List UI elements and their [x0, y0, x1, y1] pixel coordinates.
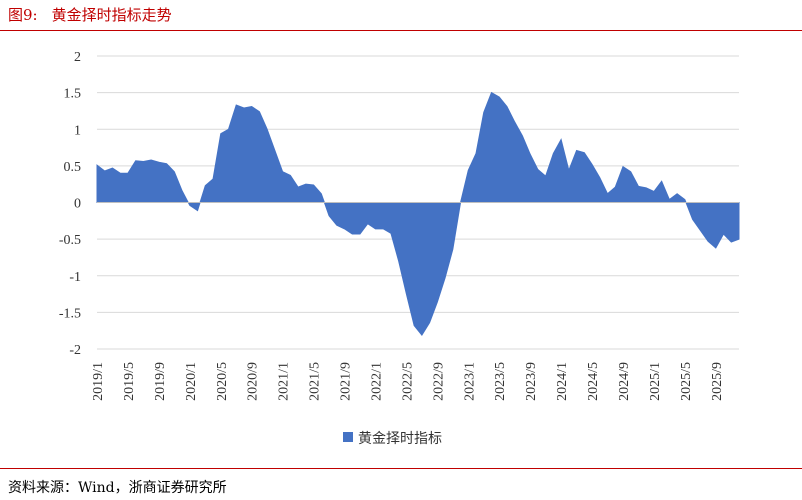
x-tick-label: 2020/5 [215, 362, 230, 401]
y-tick-label: 1.5 [64, 87, 82, 102]
x-tick-label: 2019/1 [91, 362, 106, 401]
y-tick-label: 2 [74, 50, 81, 65]
legend-swatch [343, 432, 353, 442]
source-note: 资料来源：Wind，浙商证券研究所 [8, 480, 227, 496]
x-tick-label: 2020/9 [246, 362, 261, 401]
figure-number: 图9: [8, 6, 38, 24]
x-tick-label: 2021/5 [308, 362, 323, 401]
y-tick-label: 0 [74, 197, 81, 212]
y-tick-label: 0.5 [64, 160, 82, 175]
y-tick-label: -1 [69, 270, 81, 285]
y-axis-tick-labels: 2 1.5 1 0.5 0 -0.5 -1 -1.5 -2 [59, 50, 81, 358]
figure-title: 图9: 黄金择时指标走势 [8, 4, 172, 25]
title-divider [0, 30, 802, 31]
x-tick-label: 2024/1 [555, 362, 570, 401]
x-axis-tick-labels: 2019/1 2019/5 2019/9 2020/1 2020/5 2020/9 2021… [91, 362, 725, 401]
x-tick-label: 2022/5 [400, 362, 415, 401]
x-tick-label: 2019/5 [122, 362, 137, 401]
y-tick-label: -2 [69, 343, 81, 358]
y-tick-label: 1 [74, 123, 81, 138]
chart-svg: 2 1.5 1 0.5 0 -0.5 -1 -1.5 -2 2019/1 2019/5 2019/9… [59, 50, 740, 447]
x-tick-label: 2023/5 [493, 362, 508, 401]
x-tick-label: 2020/1 [184, 362, 199, 401]
legend-label: 黄金择时指标 [358, 430, 442, 447]
x-tick-label: 2021/1 [277, 362, 292, 401]
x-tick-label: 2025/1 [648, 362, 663, 401]
y-tick-label: -0.5 [59, 233, 81, 248]
source-divider [0, 468, 802, 469]
x-tick-label: 2024/5 [586, 362, 601, 401]
y-tick-label: -1.5 [59, 306, 81, 321]
x-tick-label: 2019/9 [153, 362, 168, 401]
figure-title-text: 黄金择时指标走势 [51, 6, 172, 24]
x-tick-label: 2025/5 [679, 362, 694, 401]
x-tick-label: 2025/9 [710, 362, 725, 401]
x-tick-label: 2022/1 [369, 362, 384, 401]
x-tick-label: 2022/9 [431, 362, 446, 401]
x-tick-label: 2023/9 [524, 362, 539, 401]
x-tick-label: 2023/1 [462, 362, 477, 401]
x-tick-label: 2024/9 [617, 362, 632, 401]
x-tick-label: 2021/9 [339, 362, 354, 401]
chart-legend: 黄金择时指标 [343, 430, 442, 447]
